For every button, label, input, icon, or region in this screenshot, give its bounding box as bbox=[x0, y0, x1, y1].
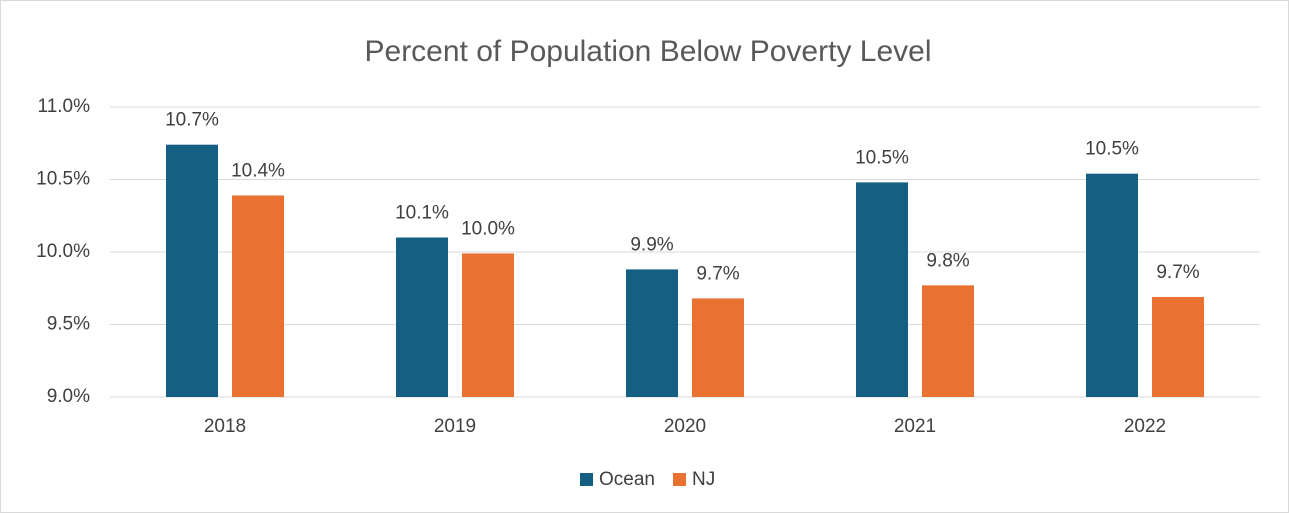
y-tick-label: 10.5% bbox=[36, 169, 90, 190]
x-tick-label: 2019 bbox=[434, 416, 476, 437]
bar bbox=[922, 285, 974, 397]
data-label: 10.1% bbox=[395, 203, 449, 224]
x-tick-label: 2022 bbox=[1124, 416, 1166, 437]
legend-swatch bbox=[580, 473, 593, 486]
x-tick-label: 2018 bbox=[204, 416, 246, 437]
data-label: 9.8% bbox=[926, 250, 969, 271]
data-label: 9.9% bbox=[630, 234, 673, 255]
data-label: 10.0% bbox=[461, 218, 515, 239]
data-label: 9.7% bbox=[696, 263, 739, 284]
y-tick-label: 10.0% bbox=[36, 241, 90, 262]
x-tick-label: 2020 bbox=[664, 416, 706, 437]
legend-label: Ocean bbox=[599, 469, 655, 490]
legend-label: NJ bbox=[692, 469, 715, 490]
bar bbox=[462, 253, 514, 397]
bar bbox=[166, 144, 218, 397]
y-tick-label: 9.5% bbox=[47, 314, 90, 335]
bar bbox=[856, 182, 908, 397]
data-label: 10.7% bbox=[165, 110, 219, 131]
data-label: 10.4% bbox=[231, 160, 285, 181]
y-tick-label: 9.0% bbox=[47, 386, 90, 407]
data-label: 10.5% bbox=[1085, 139, 1139, 160]
bar bbox=[626, 269, 678, 397]
bar bbox=[1086, 173, 1138, 397]
bar bbox=[396, 237, 448, 397]
bar bbox=[1152, 296, 1204, 397]
x-tick-label: 2021 bbox=[894, 416, 936, 437]
data-label: 9.7% bbox=[1156, 262, 1199, 283]
bar bbox=[232, 195, 284, 397]
bar bbox=[692, 298, 744, 397]
data-label: 10.5% bbox=[855, 147, 909, 168]
y-tick-label: 11.0% bbox=[38, 96, 91, 117]
legend-swatch bbox=[672, 473, 686, 486]
chart-title: Percent of Population Below Poverty Leve… bbox=[365, 35, 932, 68]
